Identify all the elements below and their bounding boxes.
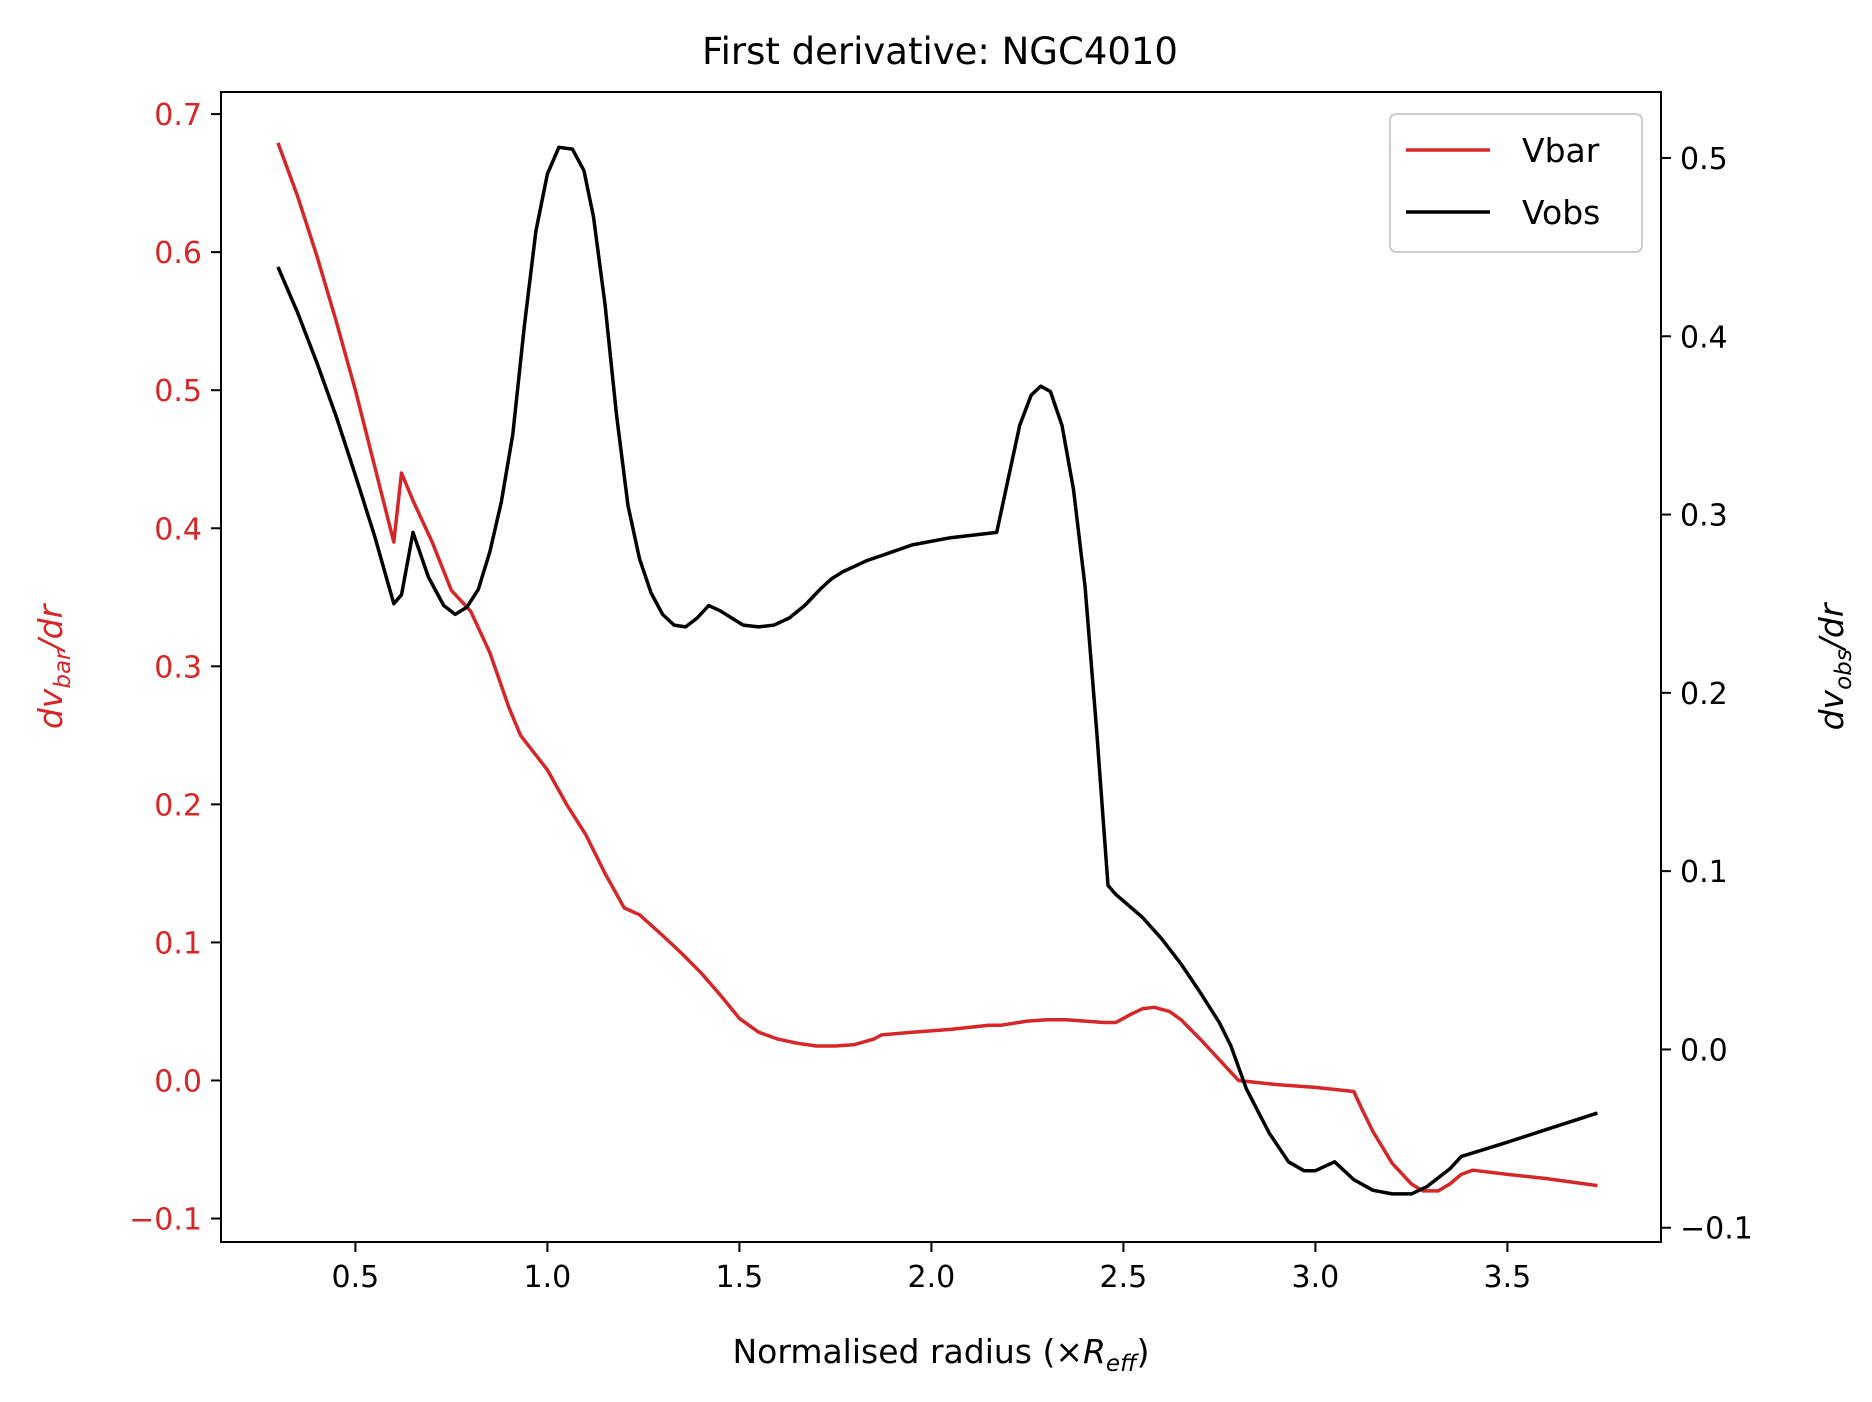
chart-title: First derivative: NGC4010 [702,30,1178,73]
y-left-label-subscript: bar [50,649,76,689]
y-right-label-d: d [1812,708,1851,730]
x-tick-label: 3.0 [1292,1260,1340,1295]
y-left-tick-label: 0.2 [154,788,202,823]
y-right-label-rest: /dr [1812,601,1851,652]
y-left-tick-label: −0.1 [129,1203,202,1238]
y-right-label-subscript: obs [1831,649,1857,690]
y-right-label-v: v [1812,689,1851,709]
y-right-tick-label: 0.1 [1680,855,1728,890]
legend-label-vbar: Vbar [1522,131,1600,170]
series-layer [276,142,1598,1196]
y-left-tick-label: 0.0 [154,1064,202,1099]
x-axis-ticks: 0.5 1.0 1.5 2.0 2.5 3.0 3.5 [332,1242,1532,1295]
x-tick-label: 2.0 [908,1260,956,1295]
x-tick-label: 1.0 [524,1260,572,1295]
y-right-tick-label: 0.2 [1680,677,1728,712]
legend: Vbar Vobs [1389,113,1643,253]
y-left-tick-label: 0.4 [154,512,202,547]
y-left-label-rest: /dr [31,602,70,653]
y-left-axis-label: dvbar/dr [31,602,76,729]
y-right-axis-ticks: −0.1 0.0 0.1 0.2 0.3 0.4 0.5 [1661,142,1753,1247]
x-axis-label-symbol: R [1083,1332,1106,1371]
series-line-vbar [276,142,1598,1193]
legend-label-vobs: Vobs [1522,193,1600,232]
x-tick-label: 0.5 [332,1260,380,1295]
series-line-vobs [276,145,1598,1196]
y-left-tick-label: 0.1 [154,926,202,961]
x-tick-label: 1.5 [716,1260,764,1295]
y-left-tick-label: 0.6 [154,236,202,271]
x-tick-label: 3.5 [1484,1260,1532,1295]
x-axis-label-subscript: eff [1106,1351,1139,1377]
y-left-tick-label: 0.7 [154,98,202,133]
x-tick-label: 2.5 [1100,1260,1148,1295]
y-left-tick-label: 0.3 [154,650,202,685]
y-right-axis-label: dvobs/dr [1812,601,1857,730]
legend-box [1389,113,1643,253]
y-left-axis-ticks: −0.1 0.0 0.1 0.2 0.3 0.4 0.5 0.6 0.7 [129,98,221,1238]
x-axis-label-close: ) [1137,1332,1150,1371]
y-right-tick-label: 0.4 [1680,320,1728,355]
x-axis-label-text: Normalised radius (× [732,1332,1083,1371]
y-right-tick-label: 0.5 [1680,142,1728,177]
y-left-label-d: d [31,707,70,729]
y-left-tick-label: 0.5 [154,374,202,409]
y-right-tick-label: 0.3 [1680,499,1728,534]
x-axis-label: Normalised radius (×Reff) [732,1332,1149,1377]
y-right-tick-label: −0.1 [1680,1212,1753,1247]
y-left-label-v: v [31,688,70,708]
y-right-tick-label: 0.0 [1680,1033,1728,1068]
